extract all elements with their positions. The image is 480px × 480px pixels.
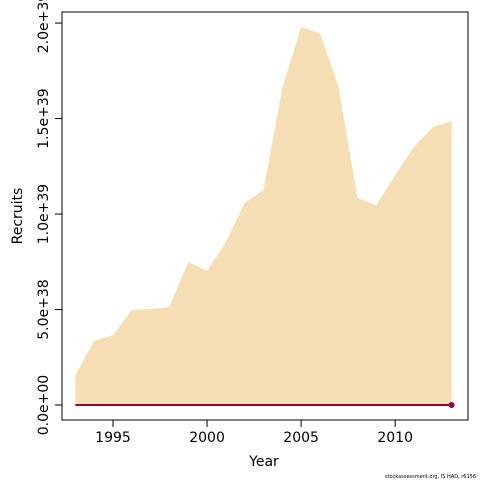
- end-point: [448, 402, 455, 409]
- x-tick-label: 2005: [283, 430, 319, 446]
- x-tick-label: 2000: [189, 430, 225, 446]
- y-tick-label: 1.5e+39: [36, 88, 52, 148]
- y-tick-label: 5.0e+38: [36, 279, 52, 339]
- footer: stockassessment.org, IS HAD, r6156: [385, 474, 476, 480]
- x-tick-label: 2010: [377, 430, 413, 446]
- x-axis-label: Year: [248, 454, 279, 470]
- y-tick-label: 0.0e+00: [36, 375, 52, 435]
- y-tick-label: 2.0e+39: [36, 0, 52, 53]
- y-axis-label: Recruits: [10, 188, 26, 245]
- area: [75, 27, 452, 406]
- x-tick-label: 1995: [95, 430, 131, 446]
- y-tick-label: 1.0e+39: [36, 184, 52, 244]
